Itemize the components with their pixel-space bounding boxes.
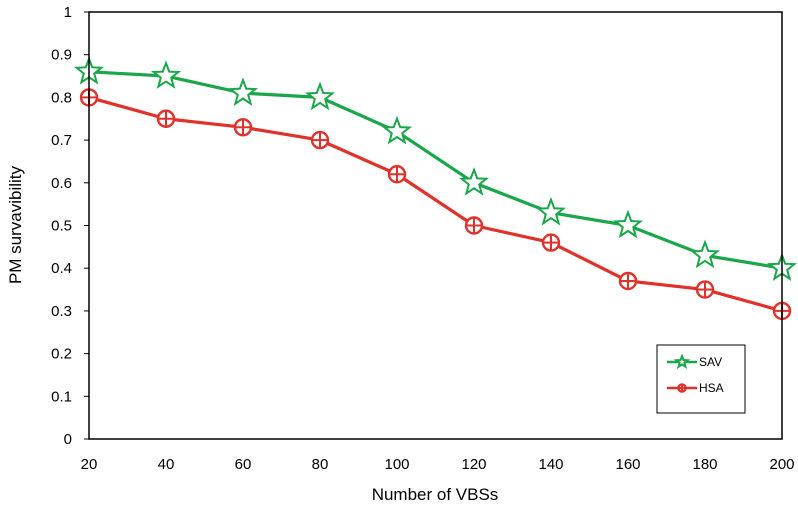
series-point-star — [673, 353, 691, 370]
x-axis-ticks: 20 40 60 80 100 120 140 160 180 200 — [81, 456, 795, 473]
legend-label: SAV — [699, 355, 722, 369]
y-tick-label: 0.7 — [51, 132, 72, 149]
series-point-circle-plus — [677, 383, 687, 393]
series-point-circle-plus — [387, 165, 407, 184]
y-tick-label: 0.3 — [51, 303, 72, 320]
legend-item-hsa: HSA — [667, 381, 724, 395]
series-point-star — [458, 166, 490, 196]
series-line-sav — [88, 70, 783, 270]
x-tick-label: 140 — [538, 456, 563, 473]
y-tick-label: 0.9 — [51, 47, 72, 64]
x-tick-label: 40 — [158, 456, 175, 473]
series-line-hsa — [88, 95, 783, 313]
x-tick-label: 180 — [692, 456, 717, 473]
y-tick-label: 1 — [64, 4, 72, 21]
series-point-circle-plus — [618, 271, 638, 291]
series-markers-hsa — [79, 88, 792, 321]
legend-label: HSA — [699, 381, 724, 395]
x-axis-title: Number of VBSs — [372, 485, 499, 504]
y-tick-label: 0.6 — [51, 175, 72, 192]
y-tick-label: 0.8 — [51, 89, 72, 106]
y-tick-label: 0.4 — [51, 260, 72, 277]
series-point-star — [381, 115, 413, 145]
series-point-star — [612, 209, 644, 239]
x-tick-label: 60 — [235, 456, 252, 473]
y-axis-ticks: 0 0.1 0.2 0.3 0.4 0.5 0.6 0.7 0.8 0.9 1 — [51, 4, 89, 448]
series-point-star — [150, 60, 182, 89]
x-tick-label: 80 — [312, 456, 329, 473]
series-layer — [73, 55, 798, 321]
series-point-star — [304, 81, 336, 111]
series-point-circle-plus — [541, 233, 561, 252]
series-point-circle-plus — [156, 109, 176, 128]
series-point-circle-plus — [695, 280, 715, 299]
series-point-star — [535, 196, 567, 226]
y-axis-title: PM survavibility — [6, 165, 25, 284]
legend: SAV HSA — [656, 344, 746, 414]
x-tick-label: 200 — [769, 456, 794, 473]
legend-item-sav: SAV — [667, 353, 722, 370]
legend-box — [656, 344, 746, 414]
x-tick-label: 160 — [615, 456, 640, 473]
y-tick-label: 0 — [64, 431, 72, 448]
plot-area-frame — [88, 11, 783, 440]
y-tick-label: 0.1 — [51, 388, 72, 405]
series-point-circle-plus — [233, 118, 253, 137]
series-point-star — [227, 77, 259, 106]
x-tick-label: 20 — [81, 456, 98, 473]
x-tick-label: 120 — [461, 456, 486, 473]
series-point-circle-plus — [464, 216, 484, 235]
x-tick-label: 100 — [384, 456, 409, 473]
series-point-star — [689, 239, 721, 269]
series-point-circle-plus — [310, 130, 330, 150]
series-markers-sav — [73, 55, 798, 282]
y-tick-label: 0.5 — [51, 218, 72, 235]
y-tick-label: 0.2 — [51, 346, 72, 363]
